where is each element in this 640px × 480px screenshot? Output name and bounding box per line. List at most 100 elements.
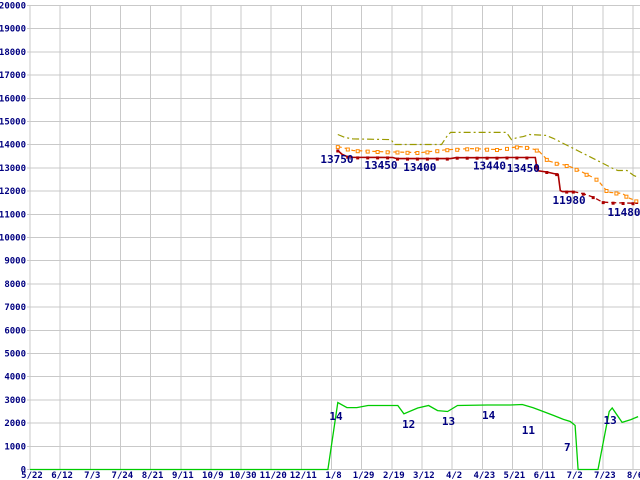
marker-mid-dashed-orange bbox=[554, 161, 559, 166]
x-tick-label: 5/22 bbox=[21, 471, 43, 480]
y-tick-label: 11000 bbox=[0, 210, 26, 220]
marker-price-dashed-red bbox=[611, 201, 615, 205]
marker-mid-dashed-orange bbox=[594, 177, 599, 182]
point-label: 11 bbox=[522, 424, 536, 437]
x-tick-label: 1/8 bbox=[325, 471, 341, 480]
marker-price-dashed-red bbox=[591, 196, 595, 200]
marker-price-solid-red bbox=[396, 157, 399, 161]
y-tick-label: 13000 bbox=[0, 164, 26, 174]
marker-price-solid-red bbox=[485, 156, 489, 160]
series-mid-dashed-orange bbox=[337, 145, 639, 203]
marker-price-solid-red bbox=[455, 156, 459, 160]
y-tick-label: 6000 bbox=[4, 326, 26, 336]
x-tick-label: 7/24 bbox=[112, 471, 134, 480]
marker-mid-dashed-orange bbox=[495, 148, 499, 152]
marker-price-dashed-red bbox=[601, 201, 605, 205]
marker-mid-dashed-orange bbox=[534, 148, 539, 153]
x-tick-label: 4/23 bbox=[473, 471, 495, 480]
x-tick-label: 7/23 bbox=[594, 471, 616, 480]
point-label: 13 bbox=[442, 415, 455, 428]
marker-price-solid-red bbox=[515, 156, 519, 160]
marker-price-solid-red bbox=[336, 149, 340, 153]
marker-mid-dashed-orange bbox=[465, 147, 470, 152]
marker-mid-dashed-orange bbox=[435, 149, 440, 154]
x-tick-label: 6/11 bbox=[534, 471, 556, 480]
marker-mid-dashed-orange bbox=[365, 149, 370, 154]
marker-price-solid-red bbox=[495, 156, 499, 160]
marker-mid-dashed-orange bbox=[335, 145, 340, 150]
marker-price-solid-red bbox=[406, 157, 409, 161]
x-tick-label: 3/12 bbox=[413, 471, 435, 480]
y-tick-label: 19000 bbox=[0, 25, 26, 35]
point-label: 14 bbox=[329, 410, 343, 423]
y-tick-label: 3000 bbox=[4, 396, 26, 406]
marker-mid-dashed-orange bbox=[425, 150, 430, 155]
y-tick-label: 9000 bbox=[4, 257, 26, 267]
marker-price-solid-red bbox=[535, 165, 539, 169]
y-tick-label: 8000 bbox=[4, 280, 26, 290]
marker-mid-dashed-orange bbox=[385, 150, 390, 155]
y-tick-label: 10000 bbox=[0, 234, 26, 244]
x-tick-label: 4/2 bbox=[446, 471, 462, 480]
marker-mid-dashed-orange bbox=[405, 150, 410, 155]
marker-mid-dashed-orange bbox=[355, 149, 360, 154]
marker-mid-dashed-orange bbox=[634, 199, 639, 204]
marker-mid-dashed-orange bbox=[524, 145, 529, 150]
x-tick-label: 10/30 bbox=[229, 471, 256, 480]
marker-mid-dashed-orange bbox=[345, 147, 350, 152]
marker-price-dashed-red bbox=[571, 190, 575, 194]
marker-price-solid-red bbox=[525, 156, 529, 160]
x-tick-label: 11/20 bbox=[260, 471, 287, 480]
x-tick-label: 10/9 bbox=[202, 471, 224, 480]
x-tick-label: 2/19 bbox=[383, 471, 405, 480]
x-tick-label: 9/11 bbox=[172, 471, 194, 480]
y-tick-label: 1000 bbox=[4, 442, 26, 452]
marker-price-solid-red bbox=[435, 157, 439, 161]
y-tick-label: 7000 bbox=[4, 303, 26, 313]
point-label: 13450 bbox=[507, 162, 540, 175]
y-tick-label: 0 bbox=[21, 466, 26, 476]
marker-price-solid-red bbox=[415, 157, 419, 161]
y-tick-label: 15000 bbox=[0, 118, 26, 128]
marker-price-solid-red bbox=[346, 155, 350, 159]
marker-price-solid-red bbox=[565, 190, 569, 194]
y-tick-label: 2000 bbox=[4, 419, 26, 429]
y-tick-label: 12000 bbox=[0, 187, 26, 197]
point-label: 13750 bbox=[320, 153, 353, 166]
marker-price-solid-red bbox=[356, 156, 360, 160]
marker-mid-dashed-orange bbox=[544, 157, 549, 162]
x-tick-label: 12/11 bbox=[290, 471, 317, 480]
marker-mid-dashed-orange bbox=[375, 150, 380, 154]
marker-mid-dashed-orange bbox=[485, 147, 490, 152]
marker-mid-dashed-orange bbox=[505, 146, 509, 151]
marker-mid-dashed-orange bbox=[455, 147, 460, 152]
y-tick-label: 17000 bbox=[0, 71, 26, 81]
marker-mid-dashed-orange bbox=[564, 164, 569, 168]
marker-mid-dashed-orange bbox=[614, 191, 619, 196]
x-tick-label: 8/6 bbox=[627, 471, 640, 480]
marker-price-solid-red bbox=[555, 173, 559, 177]
marker-mid-dashed-orange bbox=[604, 189, 609, 193]
series-price-dashed-red bbox=[573, 190, 639, 205]
point-label: 11480 bbox=[607, 206, 640, 219]
x-tick-label: 6/12 bbox=[51, 471, 73, 480]
marker-mid-dashed-orange bbox=[584, 172, 589, 177]
marker-price-solid-red bbox=[445, 157, 449, 161]
marker-mid-dashed-orange bbox=[415, 151, 420, 155]
marker-price-solid-red bbox=[545, 171, 549, 174]
x-tick-label: 1/29 bbox=[353, 471, 375, 480]
marker-price-dashed-red bbox=[621, 202, 625, 205]
point-label: 11980 bbox=[553, 194, 586, 207]
point-label: 7 bbox=[564, 441, 571, 454]
marker-price-solid-red bbox=[376, 156, 380, 160]
marker-price-dashed-red bbox=[631, 202, 635, 206]
marker-mid-dashed-orange bbox=[624, 194, 629, 199]
y-tick-label: 5000 bbox=[4, 350, 26, 360]
point-label: 13450 bbox=[364, 159, 397, 172]
y-tick-label: 4000 bbox=[4, 373, 26, 383]
point-label: 13440 bbox=[473, 160, 506, 173]
y-tick-label: 18000 bbox=[0, 48, 26, 58]
point-label: 13 bbox=[603, 414, 616, 427]
